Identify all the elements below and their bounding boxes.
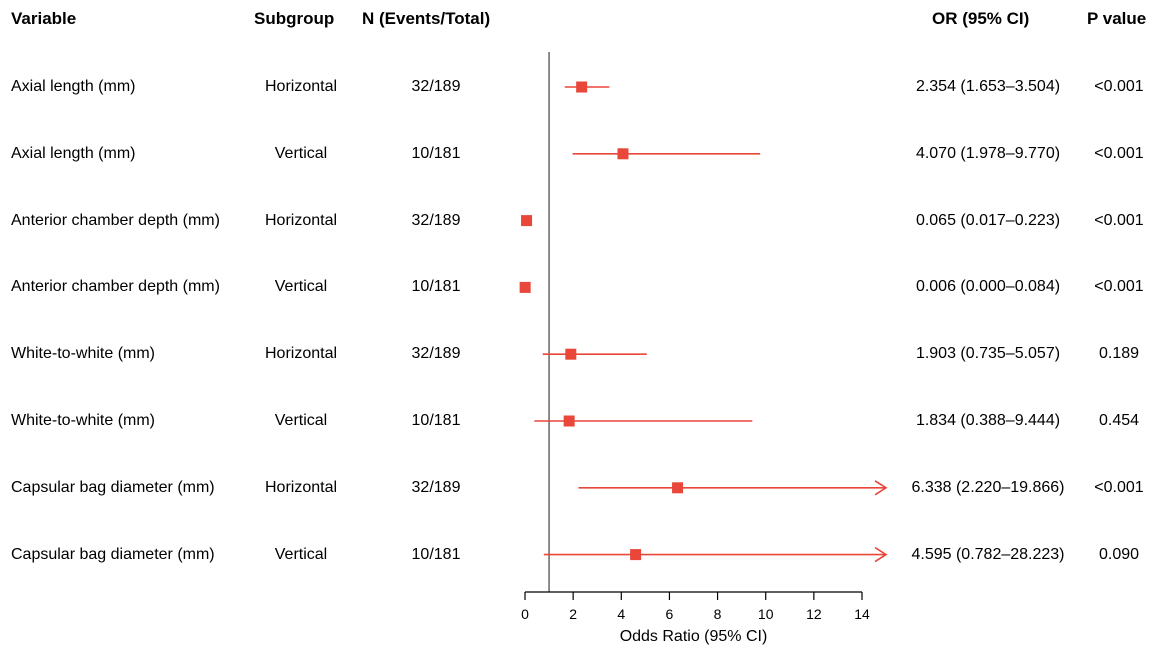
row-subgroup: Vertical <box>274 144 328 162</box>
row-subgroup: Vertical <box>274 545 328 563</box>
header-n: N (Events/Total) <box>362 9 491 28</box>
row-or-ci: 1.834 (0.388–9.444) <box>915 412 1061 429</box>
row-subgroup: Horizontal <box>264 211 338 229</box>
row-variable: Axial length (mm) <box>11 78 136 95</box>
row-p-value: <0.001 <box>1094 278 1144 296</box>
x-tick-label: 2 <box>569 606 577 622</box>
row-variable: Capsular bag diameter (mm) <box>11 545 215 563</box>
or-marker <box>565 348 577 360</box>
row-n-events-total: 32/189 <box>411 78 461 95</box>
row-or-ci: 4.070 (1.978–9.770) <box>915 144 1061 162</box>
x-tick-label: 6 <box>666 606 674 622</box>
x-tick-label: 10 <box>758 606 774 622</box>
x-tick-label: 0 <box>521 606 529 622</box>
row-n-events-total: 10/181 <box>411 144 461 162</box>
row-variable: Capsular bag diameter (mm) <box>11 478 215 496</box>
or-marker <box>576 81 588 93</box>
row-n-events-total: 10/181 <box>411 545 461 563</box>
row-variable: Anterior chamber depth (mm) <box>11 211 220 229</box>
row-p-value: 0.454 <box>1098 412 1140 429</box>
row-or-ci: 0.006 (0.000–0.084) <box>915 278 1061 296</box>
row-variable: White-to-white (mm) <box>11 345 156 363</box>
row-subgroup: Vertical <box>274 278 328 296</box>
or-marker <box>672 482 684 494</box>
or-marker <box>519 281 531 293</box>
header-variable: Variable <box>11 9 77 28</box>
row-or-ci: 6.338 (2.220–19.866) <box>911 478 1065 496</box>
or-marker <box>563 415 575 427</box>
row-variable: Anterior chamber depth (mm) <box>11 278 220 296</box>
x-tick-label: 8 <box>714 606 722 622</box>
row-variable: Axial length (mm) <box>11 144 136 162</box>
row-variable: White-to-white (mm) <box>11 412 156 429</box>
or-marker <box>521 215 533 227</box>
row-n-events-total: 10/181 <box>411 278 461 296</box>
x-axis-title: Odds Ratio (95% CI) <box>620 628 768 645</box>
row-p-value: <0.001 <box>1094 78 1144 95</box>
row-n-events-total: 10/181 <box>411 412 461 429</box>
row-subgroup: Horizontal <box>264 78 338 95</box>
row-or-ci: 0.065 (0.017–0.223) <box>915 211 1061 229</box>
row-n-events-total: 32/189 <box>411 345 461 363</box>
x-tick-label: 12 <box>806 606 822 622</box>
row-p-value: <0.001 <box>1094 211 1144 229</box>
row-or-ci: 4.595 (0.782–28.223) <box>911 545 1065 563</box>
ci-arrow <box>874 546 888 563</box>
row-n-events-total: 32/189 <box>411 211 461 229</box>
or-marker <box>617 148 629 160</box>
row-or-ci: 2.354 (1.653–3.504) <box>915 78 1061 95</box>
row-p-value: 0.189 <box>1098 345 1140 363</box>
row-or-ci: 1.903 (0.735–5.057) <box>915 345 1061 363</box>
or-marker <box>630 549 642 561</box>
x-tick-label: 14 <box>854 606 870 622</box>
ci-arrow <box>874 480 888 496</box>
row-p-value: 0.090 <box>1098 545 1140 563</box>
x-tick-label: 4 <box>617 606 625 622</box>
row-p-value: <0.001 <box>1094 144 1144 162</box>
row-subgroup: Horizontal <box>264 478 338 496</box>
header-subgroup: Subgroup <box>254 9 335 28</box>
header-p-value: P value <box>1087 9 1147 28</box>
row-subgroup: Vertical <box>274 412 328 429</box>
row-subgroup: Horizontal <box>264 345 338 363</box>
row-p-value: <0.001 <box>1094 478 1144 496</box>
header-or: OR (95% CI) <box>932 9 1030 28</box>
row-n-events-total: 32/189 <box>411 478 461 496</box>
